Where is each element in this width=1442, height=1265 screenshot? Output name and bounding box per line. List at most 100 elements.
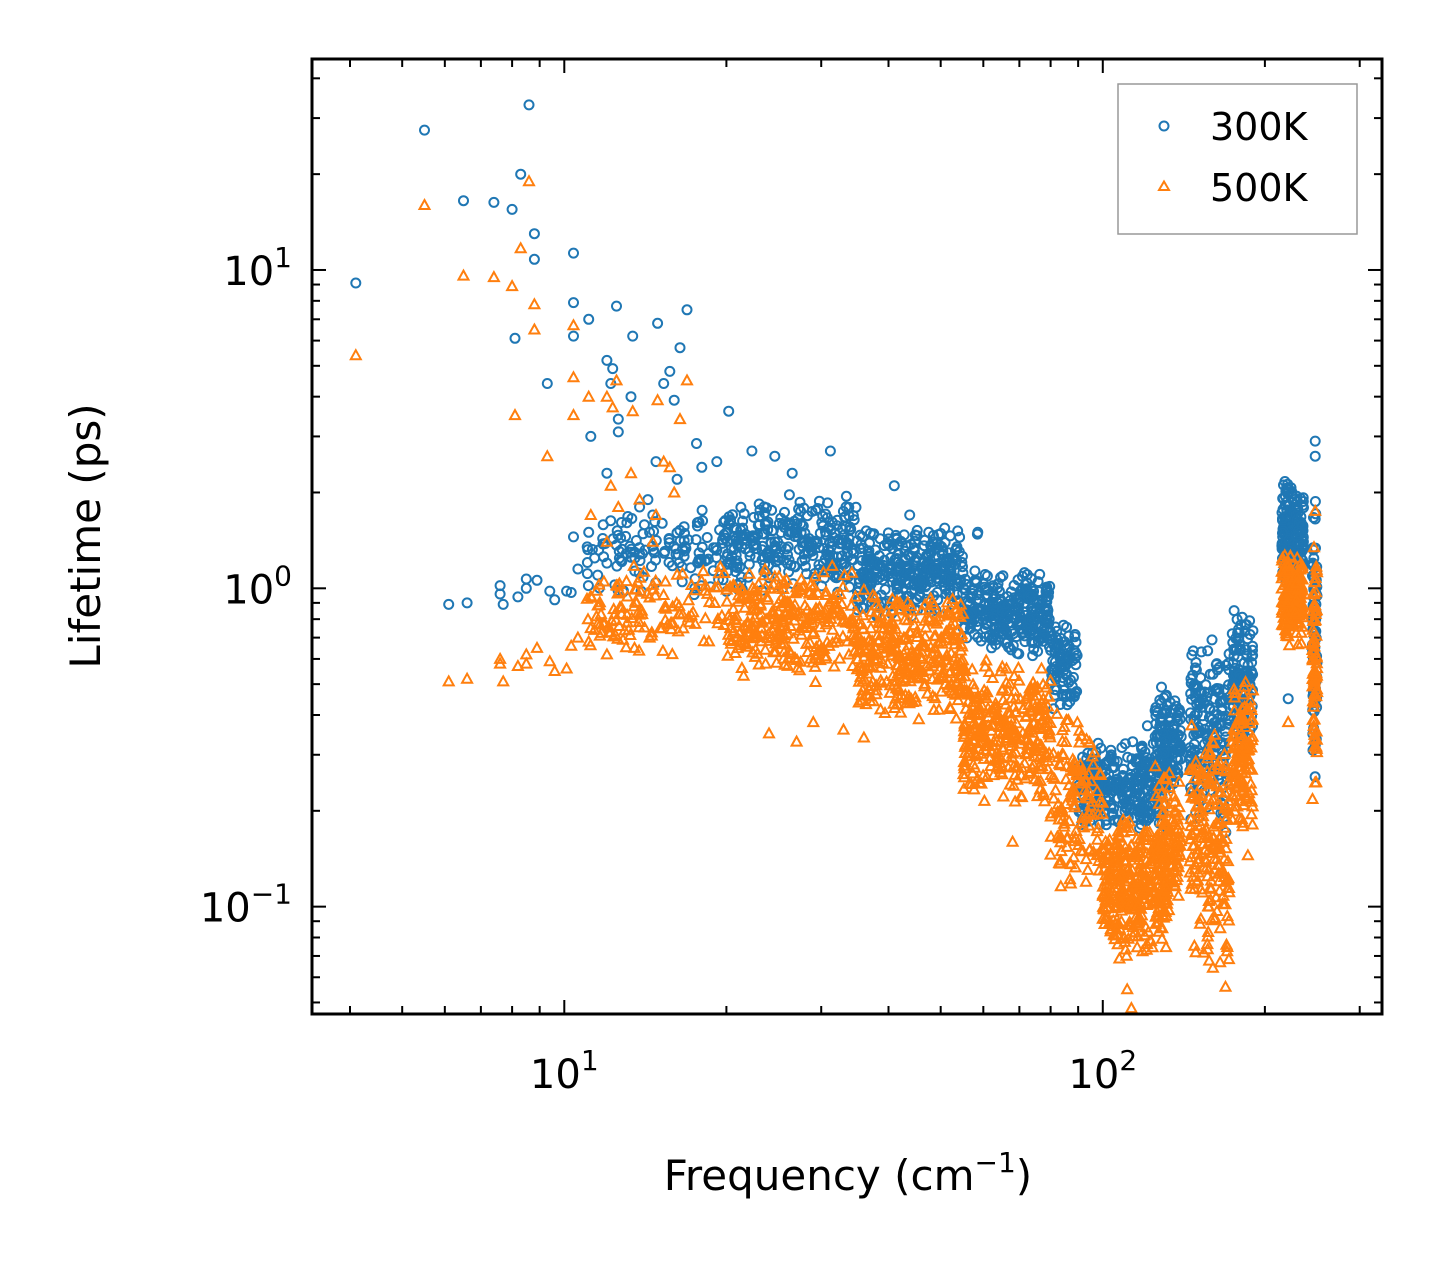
300K-point [917,574,929,586]
y-axis-title: Lifetime (ps) [61,403,110,668]
500K-point [1135,944,1150,957]
500K-point [1307,613,1322,626]
300K-point [731,524,742,536]
500K-point [856,608,870,621]
500K-point [894,705,908,718]
300K-point [626,513,638,524]
300K-point [1172,743,1184,754]
300K-point [1174,706,1186,718]
300K-point [678,521,690,533]
500K-point [522,174,536,187]
500K-point [1232,712,1246,725]
300K-point [800,538,812,550]
500K-point [711,579,725,592]
500K-point [1055,805,1069,818]
500K-point [1308,598,1322,611]
300K-point [836,557,848,569]
300K-point [1247,625,1259,637]
300K-point [735,524,747,536]
300K-point [750,539,762,551]
500K-point [806,587,820,600]
300K-point [769,450,781,462]
500K-point [884,614,898,627]
500K-point [1059,712,1074,725]
500K-point [939,624,953,637]
300K-point [904,509,916,521]
300K-point [911,593,923,605]
500K-point [1183,854,1197,867]
300K-point [1117,763,1129,775]
500K-point [1055,746,1069,759]
500K-point [1235,754,1249,767]
500K-point [805,615,819,628]
500K-point [1082,818,1096,831]
300K-point [1228,644,1240,656]
500K-point [1307,689,1322,702]
500K-point [593,628,607,641]
300K-point [652,317,664,329]
300K-point [731,562,743,573]
300K-point [940,573,951,585]
500K-point [948,650,962,663]
500K-point [896,660,911,673]
300K-point [1227,657,1239,669]
300K-point [807,550,819,561]
500K-point [1163,822,1177,835]
500K-point [1194,911,1208,924]
500K-point [1057,819,1071,832]
500K-point [656,587,671,600]
500K-point [1090,832,1105,845]
500K-point [1139,868,1153,881]
500K-point [540,449,554,462]
500K-point [1039,680,1053,693]
500K-point [954,597,968,610]
300K-point [629,565,641,577]
300K-point [919,534,931,546]
500K-point [1002,720,1017,733]
300K-point [854,529,866,541]
500K-point [782,595,796,608]
500K-point [684,577,699,590]
500K-point [890,697,905,710]
500K-point [1021,724,1036,737]
500K-point [742,625,756,638]
500K-point [938,676,953,689]
300K-point [1061,699,1073,711]
500K-point [675,566,690,579]
500K-point [845,658,860,671]
500K-point [836,722,851,735]
500K-point [819,584,833,597]
500K-point [527,297,542,310]
300K-point [793,503,805,515]
500K-point [869,683,884,696]
500K-point [637,564,651,577]
300K-point [696,461,708,473]
500K-point [1167,789,1181,802]
500K-point [1149,916,1163,929]
500K-point [1047,791,1061,804]
500K-point [665,647,679,660]
500K-point [694,573,709,586]
500K-point [974,746,988,759]
300K-point [813,559,825,571]
500K-point [939,627,953,640]
500K-point [514,241,528,254]
300K-point [772,554,784,566]
300K-point [728,522,740,533]
500K-point [1244,776,1258,789]
500K-point [1305,636,1320,649]
300K-point [1122,751,1134,763]
500K-point [707,595,722,608]
500K-point [628,582,642,595]
x-tick-label: 101 [530,1044,599,1098]
500K-point [1309,739,1323,752]
500K-point [1117,930,1131,943]
series-500K [349,174,1324,1014]
500K-point [1130,940,1144,953]
500K-point [908,690,922,703]
500K-point [1153,862,1168,875]
legend-label-500k: 500K [1210,166,1309,210]
500K-point [1035,721,1050,734]
data-markers [349,99,1324,1014]
500K-point [1187,938,1202,951]
